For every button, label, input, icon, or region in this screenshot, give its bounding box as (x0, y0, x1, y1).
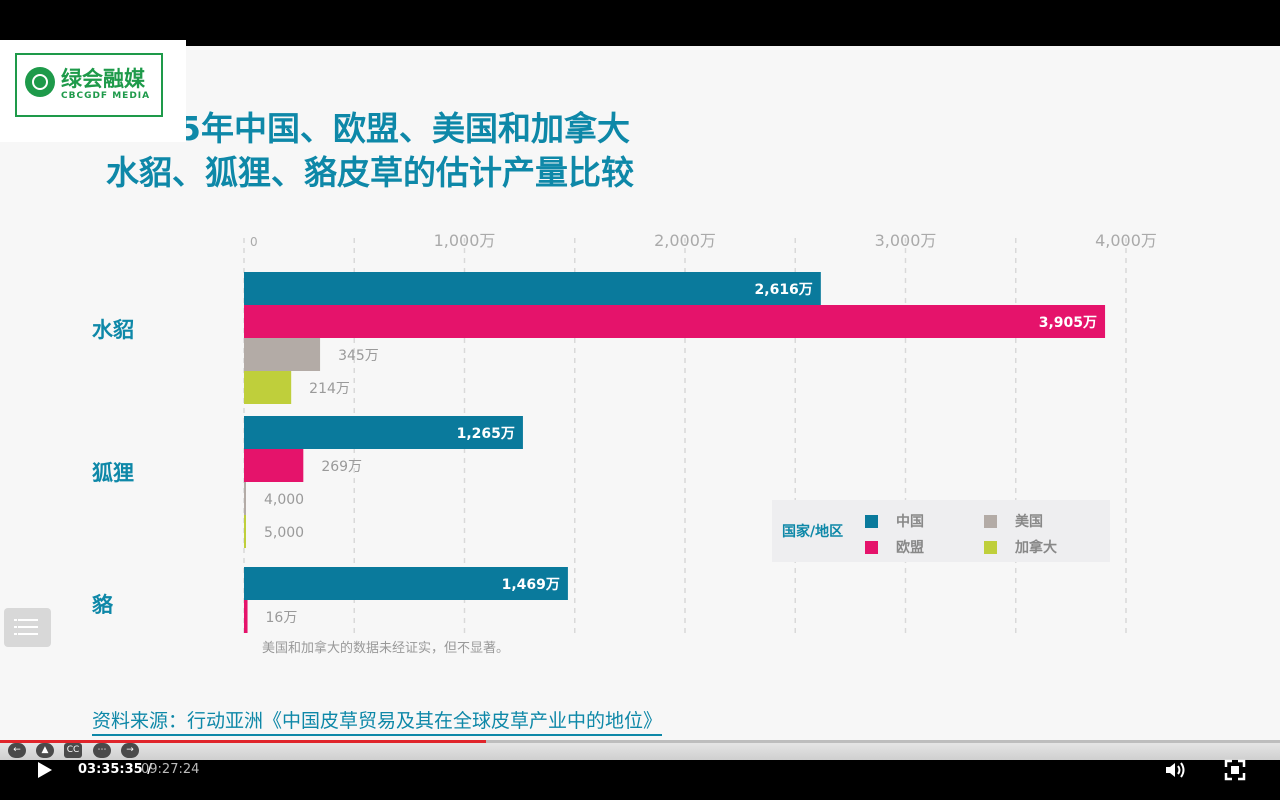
x-tick-label: 4,000万 (1095, 231, 1157, 250)
data-label: 345万 (338, 348, 379, 364)
video-top-bar (0, 0, 1280, 46)
legend-title: 国家/地区 (782, 524, 844, 540)
logo: 绿会融媒 CBCGDF MEDIA (15, 53, 163, 117)
logo-text-cn: 绿会融媒 (61, 67, 145, 91)
data-label: 1,265万 (457, 426, 515, 442)
bar (244, 305, 1106, 338)
bar (244, 449, 304, 482)
legend-item-canada: 加拿大 (984, 537, 1057, 557)
bar (244, 515, 246, 548)
legend-label-china: 中国 (896, 514, 924, 530)
slide-menu-button[interactable] (4, 608, 51, 647)
data-label: 214万 (309, 381, 350, 397)
data-label: 3,905万 (1039, 315, 1097, 331)
fullscreen-icon[interactable] (1224, 759, 1246, 781)
legend-label-canada: 加拿大 (1015, 540, 1057, 556)
volume-icon[interactable] (1164, 760, 1190, 780)
legend-label-eu: 欧盟 (896, 540, 924, 556)
logo-emblem-icon (25, 67, 55, 97)
x-tick-label: 2,000万 (654, 231, 716, 250)
progress-fill (0, 740, 487, 743)
legend-item-eu: 欧盟 (865, 537, 924, 557)
bar (244, 371, 292, 404)
bar (244, 482, 246, 515)
progress-bar[interactable] (0, 740, 1280, 743)
legend-item-usa: 美国 (984, 511, 1043, 531)
logo-text-en: CBCGDF MEDIA (61, 91, 151, 101)
slide-title-line1: 5年中国、欧盟、美国和加拿大 (178, 109, 630, 148)
legend-item-china: 中国 (865, 511, 924, 531)
data-label: 5,000 (264, 525, 304, 541)
legend-swatch-usa (984, 514, 997, 528)
video-controls: ← ▲ CC ⋯ → 03:35:35 / 09:27:24 (0, 740, 1280, 800)
legend-label-usa: 美国 (1015, 514, 1043, 530)
bar (244, 338, 321, 371)
forward-icon[interactable]: → (121, 743, 139, 758)
total-time: 09:27:24 (141, 762, 200, 777)
data-label: 16万 (266, 610, 298, 626)
data-label: 1,469万 (502, 577, 560, 593)
control-strip: ← ▲ CC ⋯ → (0, 740, 1280, 760)
slide-title-line2: 水貂、狐狸、貉皮草的估计产量比较 (106, 153, 634, 192)
chart-note: 美国和加拿大的数据未经证实，但不显著。 (262, 640, 509, 656)
logo-watermark: 绿会融媒 CBCGDF MEDIA (0, 40, 186, 142)
play-button[interactable] (34, 759, 54, 781)
bar (244, 416, 523, 449)
data-label: 269万 (321, 459, 362, 475)
legend-swatch-canada (984, 540, 997, 554)
legend-swatch-china (865, 514, 878, 528)
bar (244, 272, 821, 305)
back-icon[interactable]: ← (8, 743, 26, 758)
user-icon[interactable]: ▲ (36, 743, 54, 758)
chart-legend: 国家/地区 中国 美国 欧盟 加拿大 (772, 500, 1110, 562)
source-link[interactable]: 资料来源：行动亚洲《中国皮草贸易及其在全球皮草产业中的地位》 (92, 706, 663, 736)
bar (244, 600, 248, 633)
bar (244, 567, 568, 600)
category-label: 水貂 (92, 318, 134, 342)
current-time: 03:35:35 / (78, 762, 152, 777)
x-tick-label: 0 (250, 235, 258, 249)
category-label: 狐狸 (92, 461, 134, 485)
data-label: 4,000 (264, 492, 304, 508)
data-label: 2,616万 (755, 282, 813, 298)
legend-swatch-eu (865, 540, 878, 554)
x-tick-label: 3,000万 (875, 231, 937, 250)
more-icon[interactable]: ⋯ (93, 743, 111, 758)
x-tick-label: 1,000万 (434, 231, 496, 250)
category-label: 貉 (92, 593, 113, 617)
captions-button[interactable]: CC (64, 743, 82, 758)
video-frame[interactable]: 5年中国、欧盟、美国和加拿大 水貂、狐狸、貉皮草的估计产量比较 0 1,000万 2… (0, 46, 1280, 740)
